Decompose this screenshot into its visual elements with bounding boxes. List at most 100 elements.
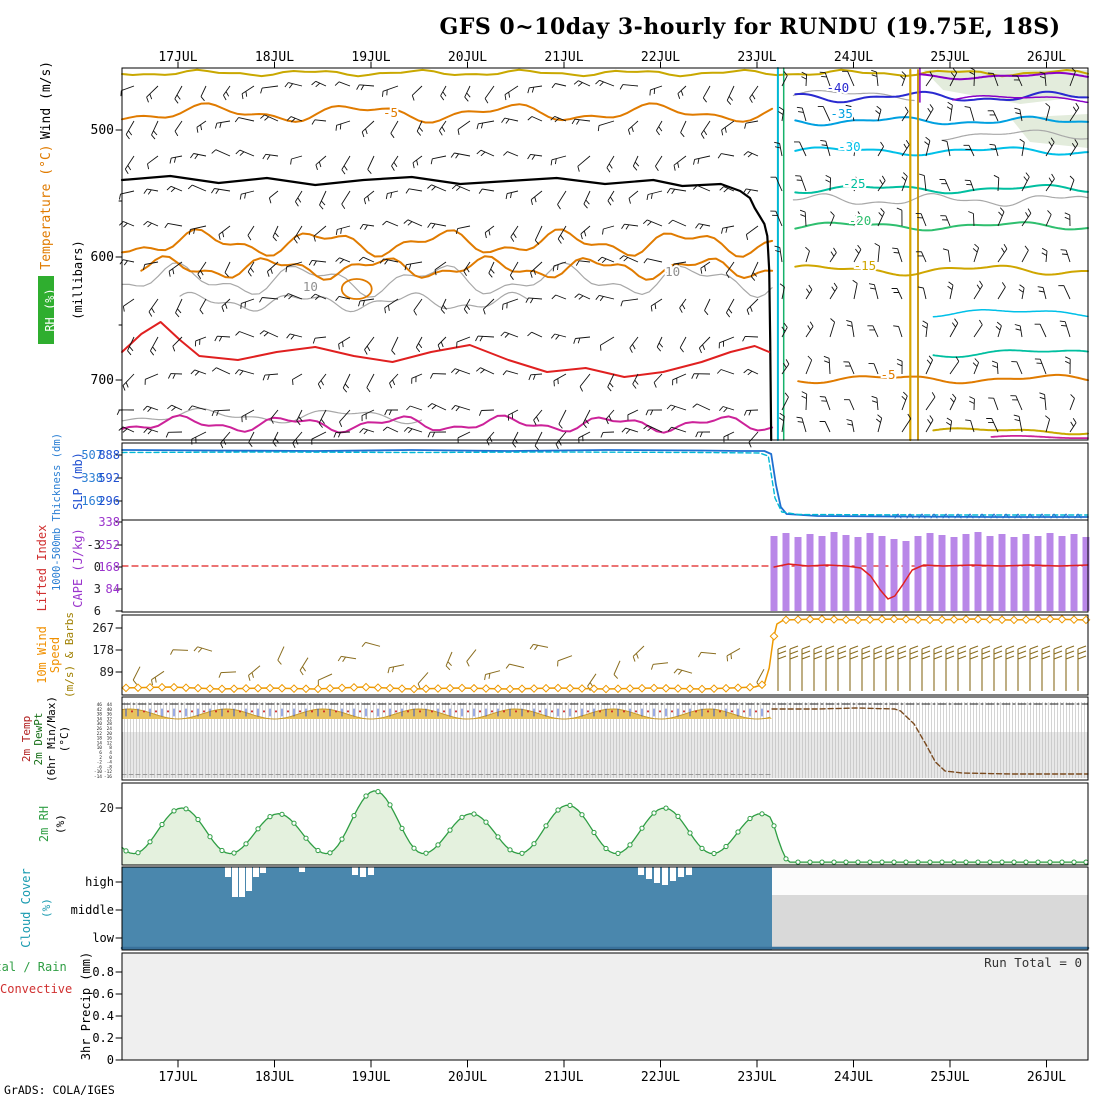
wind-barb	[607, 190, 615, 206]
surface-wind-barb	[945, 645, 955, 691]
wind-barb	[679, 336, 687, 353]
wind-barb	[308, 259, 327, 266]
wind-barb	[122, 298, 135, 312]
wind-barb	[649, 85, 663, 96]
rh-marker	[639, 825, 645, 831]
wind-barb	[993, 174, 1000, 192]
wind-barb	[500, 331, 519, 338]
contour-label: -40	[827, 80, 850, 95]
wind-barb	[774, 245, 783, 263]
wind-barb	[429, 373, 447, 379]
wind-barb	[333, 431, 351, 438]
temp-dot	[719, 710, 721, 713]
cloud-bar	[368, 867, 374, 875]
rh-marker	[123, 848, 129, 854]
wind-speed-marker	[841, 615, 851, 625]
surface-wind-barb	[1041, 645, 1051, 691]
wind-barb	[726, 85, 735, 105]
surface-wind-barb	[1065, 645, 1075, 691]
wind-barb	[286, 333, 303, 340]
wind-barb	[1034, 358, 1047, 375]
temp-band-fill	[122, 709, 773, 719]
axis-tick-label: 0.4	[92, 1009, 114, 1023]
wind-barb	[672, 373, 687, 386]
wind-barb	[901, 172, 908, 192]
panel-10m-wind	[121, 614, 1091, 694]
surface-wind-barb	[417, 672, 429, 689]
wind-barb	[478, 188, 495, 194]
wind-barb	[605, 409, 615, 425]
wind-barb	[716, 369, 735, 375]
wind-barb	[925, 71, 934, 87]
wind-barb	[366, 373, 375, 393]
rh-marker	[855, 859, 861, 865]
contour-line	[794, 221, 1089, 232]
wind-barb	[440, 85, 447, 101]
wind-barb	[599, 336, 615, 351]
wind-speed-marker	[709, 684, 719, 693]
wind-barb	[379, 258, 399, 265]
wind-barb	[224, 261, 231, 277]
wind-barb	[167, 373, 183, 379]
wind-barb	[1045, 137, 1055, 157]
temp-dot	[227, 710, 229, 713]
temp-dot	[347, 710, 349, 713]
wind-speed-line	[121, 618, 1089, 690]
slp-line	[121, 449, 1089, 518]
wind-speed-marker	[565, 683, 575, 693]
wind-speed-marker	[829, 615, 839, 624]
wind-speed-marker	[253, 683, 263, 693]
panel-cloud	[120, 867, 1090, 950]
rh-marker	[411, 845, 417, 851]
wind-barb	[852, 279, 858, 300]
axis-label-10m-barbs: (m/s) & Barbs	[63, 612, 76, 698]
wind-barb	[358, 256, 375, 263]
surface-wind-barb	[170, 649, 189, 655]
t2m-tiny-tick: 42	[97, 707, 103, 713]
rh-marker	[159, 821, 165, 828]
rh-marker	[963, 859, 969, 865]
cape-bar	[842, 535, 850, 611]
axis-label-2m-rh-pct: (%)	[54, 814, 67, 834]
wind-barb	[719, 186, 735, 193]
t2m-tiny-tick: 8	[109, 745, 112, 751]
wind-speed-marker	[637, 683, 647, 693]
wind-barb	[801, 71, 808, 87]
rh-marker	[135, 850, 141, 856]
wind-barb	[1019, 138, 1025, 157]
wind-barb	[901, 413, 912, 433]
rh-marker	[723, 843, 729, 850]
wind-barb	[262, 153, 279, 160]
contour-label: -30	[838, 139, 861, 154]
wind-barb	[455, 225, 471, 234]
lifted-index-line	[773, 563, 1089, 600]
rh-marker	[495, 834, 501, 840]
temp-dot	[383, 710, 385, 713]
wind-speed-marker	[781, 615, 791, 625]
temp-dot	[275, 710, 277, 713]
wind-speed-marker	[193, 683, 203, 693]
rh-marker	[939, 859, 945, 865]
wind-barb	[151, 120, 159, 140]
rh-marker	[579, 812, 585, 818]
temp-dot	[563, 710, 565, 713]
rh-marker	[231, 850, 237, 856]
wind-barb	[272, 431, 279, 447]
wind-barb	[317, 373, 327, 390]
axis-tick-label: 338	[98, 515, 120, 529]
contour-line	[952, 95, 1089, 104]
cape-bar	[950, 537, 958, 611]
wind-barb	[1021, 172, 1030, 192]
wind-speed-marker	[997, 615, 1007, 625]
wind-barb	[211, 188, 231, 195]
wind-speed-marker	[733, 683, 743, 693]
temp-dot	[239, 710, 241, 713]
t2m-tiny-tick: 16	[107, 736, 113, 742]
t2m-tiny-tick: 26	[97, 726, 103, 732]
cape-bar	[1022, 534, 1030, 611]
wind-barb	[528, 373, 543, 381]
wind-barb	[478, 409, 495, 416]
temp-dot	[431, 710, 433, 713]
surface-wind-barb	[969, 645, 979, 691]
cloud-bar	[662, 867, 668, 885]
